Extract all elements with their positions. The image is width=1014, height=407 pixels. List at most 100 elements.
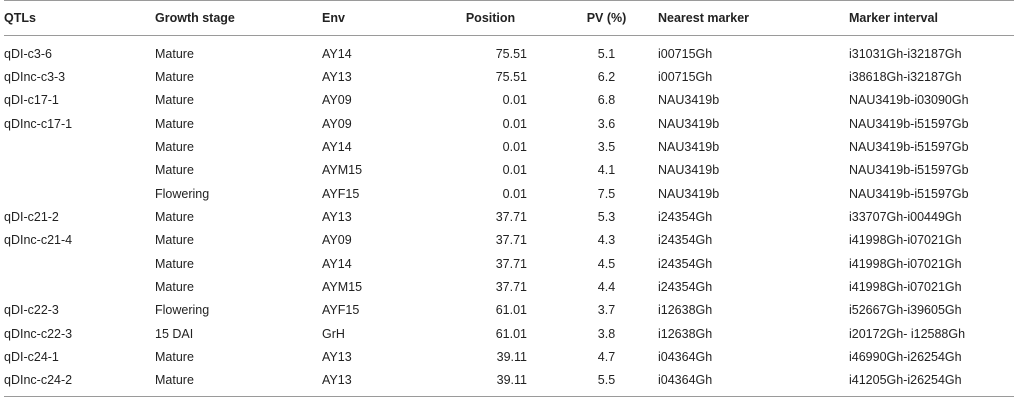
- qtl-table: QTLs Growth stage Env Position PV (%) Ne…: [4, 0, 1014, 398]
- cell-growth-stage: Mature: [155, 140, 194, 155]
- cell-env: AY09: [322, 93, 352, 108]
- cell-qtl: qDInc-c21-4: [4, 233, 73, 248]
- cell-pv: 4.3: [597, 233, 616, 248]
- cell-env: AYF15: [322, 186, 360, 201]
- cell-growth-stage: Mature: [155, 256, 194, 271]
- cell-nearest-marker: i24354Gh: [658, 233, 713, 248]
- cell-nearest-marker: NAU3419b: [658, 163, 720, 178]
- header-position: Position: [432, 0, 555, 36]
- cell-qtl: [4, 159, 155, 182]
- cell-position: 37.71: [495, 233, 527, 248]
- cell-qtl: [4, 135, 155, 158]
- cell-position: 0.01: [502, 186, 527, 201]
- cell-pv: 6.2: [597, 70, 616, 85]
- cell-nearest-marker: i04364Gh: [658, 368, 849, 398]
- cell-marker-interval: i41998Gh-i07021Gh: [849, 280, 962, 295]
- cell-marker-interval: i38618Gh-i32187Gh: [849, 70, 962, 85]
- header-marker-interval: Marker interval: [849, 0, 1014, 36]
- cell-qtl: qDI-c22-3: [4, 303, 59, 318]
- cell-growth-stage: Mature: [155, 210, 194, 225]
- table-row: Mature AY14 0.01 3.5 NAU3419b NAU3419b-i51597…: [4, 135, 1014, 158]
- cell-growth-stage: Mature: [155, 93, 194, 108]
- cell-pv: 4.7: [597, 350, 616, 365]
- table-row: Mature AY14 37.71 4.5 i24354Gh i41998Gh-i0702…: [4, 252, 1014, 275]
- cell-position: 37.71: [495, 210, 527, 225]
- cell-marker-interval: NAU3419b-i51597Gb: [849, 186, 969, 201]
- cell-marker-interval: i41205Gh-i26254Gh: [849, 368, 1014, 398]
- cell-pv: 4.1: [597, 163, 616, 178]
- table-row: qDInc-c21-4 Mature AY09 37.71 4.3 i24354Gh i41…: [4, 229, 1014, 252]
- cell-qtl: qDI-c17-1: [4, 93, 59, 108]
- cell-marker-interval: i20172Gh- i12588Gh: [849, 326, 966, 341]
- cell-env: AY13: [322, 350, 352, 365]
- cell-position: 0.01: [502, 116, 527, 131]
- cell-position: 0.01: [502, 140, 527, 155]
- cell-env: AY14: [322, 140, 352, 155]
- cell-marker-interval: i31031Gh-i32187Gh: [849, 46, 962, 61]
- cell-position: 75.51: [495, 46, 527, 61]
- cell-nearest-marker: NAU3419b: [658, 186, 720, 201]
- cell-pv: 6.8: [597, 93, 616, 108]
- table-row: qDI-c17-1 Mature AY09 0.01 6.8 NAU3419b NAU341…: [4, 89, 1014, 112]
- cell-position: 61.01: [495, 326, 527, 341]
- cell-env: AYM15: [322, 163, 363, 178]
- cell-pv: 5.1: [597, 46, 616, 61]
- cell-env: AYF15: [322, 303, 360, 318]
- table-row: qDInc-c17-1 Mature AY09 0.01 3.6 NAU3419b NAU3…: [4, 112, 1014, 135]
- cell-env: AY09: [322, 233, 352, 248]
- cell-marker-interval: i41998Gh-i07021Gh: [849, 233, 962, 248]
- table-row: qDI-c3-6 Mature AY14 75.51 5.1 i00715Gh i31031…: [4, 36, 1014, 66]
- cell-qtl: [4, 182, 155, 205]
- cell-qtl: [4, 252, 155, 275]
- table-row: qDI-c22-3 Flowering AYF15 61.01 3.7 i12638Gh i…: [4, 299, 1014, 322]
- cell-position: 39.11: [432, 368, 555, 398]
- cell-pv: 3.8: [597, 326, 616, 341]
- cell-position: 37.71: [495, 256, 527, 271]
- table-header: QTLs Growth stage Env Position PV (%) Ne…: [4, 0, 1014, 36]
- cell-nearest-marker: i24354Gh: [658, 256, 713, 271]
- cell-qtl: qDI-c3-6: [4, 46, 52, 61]
- cell-marker-interval: i33707Gh-i00449Gh: [849, 210, 962, 225]
- cell-nearest-marker: i04364Gh: [658, 350, 713, 365]
- cell-env: AY13: [322, 70, 352, 85]
- cell-marker-interval: i41998Gh-i07021Gh: [849, 256, 962, 271]
- cell-env: AY14: [322, 46, 352, 61]
- cell-pv: 5.5: [555, 368, 658, 398]
- cell-qtl: qDInc-c3-3: [4, 70, 66, 85]
- cell-nearest-marker: i00715Gh: [658, 70, 713, 85]
- cell-nearest-marker: i24354Gh: [658, 210, 713, 225]
- cell-growth-stage: Mature: [155, 46, 194, 61]
- cell-growth-stage: Mature: [155, 350, 194, 365]
- cell-marker-interval: NAU3419b-i51597Gb: [849, 163, 969, 178]
- table-row: qDInc-c24-2 Mature AY13 39.11 5.5 i04364Gh i41…: [4, 368, 1014, 398]
- cell-growth-stage: Mature: [155, 70, 194, 85]
- cell-growth-stage: Mature: [155, 116, 194, 131]
- cell-pv: 4.4: [597, 280, 616, 295]
- cell-marker-interval: NAU3419b-i51597Gb: [849, 140, 969, 155]
- header-pv: PV (%): [555, 0, 658, 36]
- header-nearest-marker: Nearest marker: [658, 0, 849, 36]
- cell-pv: 4.5: [597, 256, 616, 271]
- cell-pv: 5.3: [597, 210, 616, 225]
- cell-env: AY13: [322, 368, 432, 398]
- header-env: Env: [322, 0, 432, 36]
- table-row: qDInc-c22-3 15 DAI GrH 61.01 3.8 i12638Gh i201…: [4, 322, 1014, 345]
- cell-position: 75.51: [495, 70, 527, 85]
- cell-nearest-marker: i24354Gh: [658, 280, 713, 295]
- table-body: qDI-c3-6 Mature AY14 75.51 5.1 i00715Gh i31031…: [4, 36, 1014, 398]
- cell-growth-stage: 15 DAI: [155, 326, 194, 341]
- cell-growth-stage: Mature: [155, 368, 322, 398]
- cell-qtl: qDInc-c24-2: [4, 368, 155, 398]
- table-row: Mature AYM15 37.71 4.4 i24354Gh i41998Gh-i070…: [4, 275, 1014, 298]
- cell-marker-interval: i46990Gh-i26254Gh: [849, 350, 962, 365]
- table-row: Flowering AYF15 0.01 7.5 NAU3419b NAU3419b-i5…: [4, 182, 1014, 205]
- cell-qtl: [4, 275, 155, 298]
- cell-qtl: qDInc-c22-3: [4, 326, 73, 341]
- header-row: QTLs Growth stage Env Position PV (%) Ne…: [4, 0, 1014, 36]
- cell-growth-stage: Flowering: [155, 186, 210, 201]
- cell-growth-stage: Flowering: [155, 303, 210, 318]
- cell-pv: 3.6: [597, 116, 616, 131]
- cell-qtl: qDInc-c17-1: [4, 116, 73, 131]
- cell-nearest-marker: NAU3419b: [658, 116, 720, 131]
